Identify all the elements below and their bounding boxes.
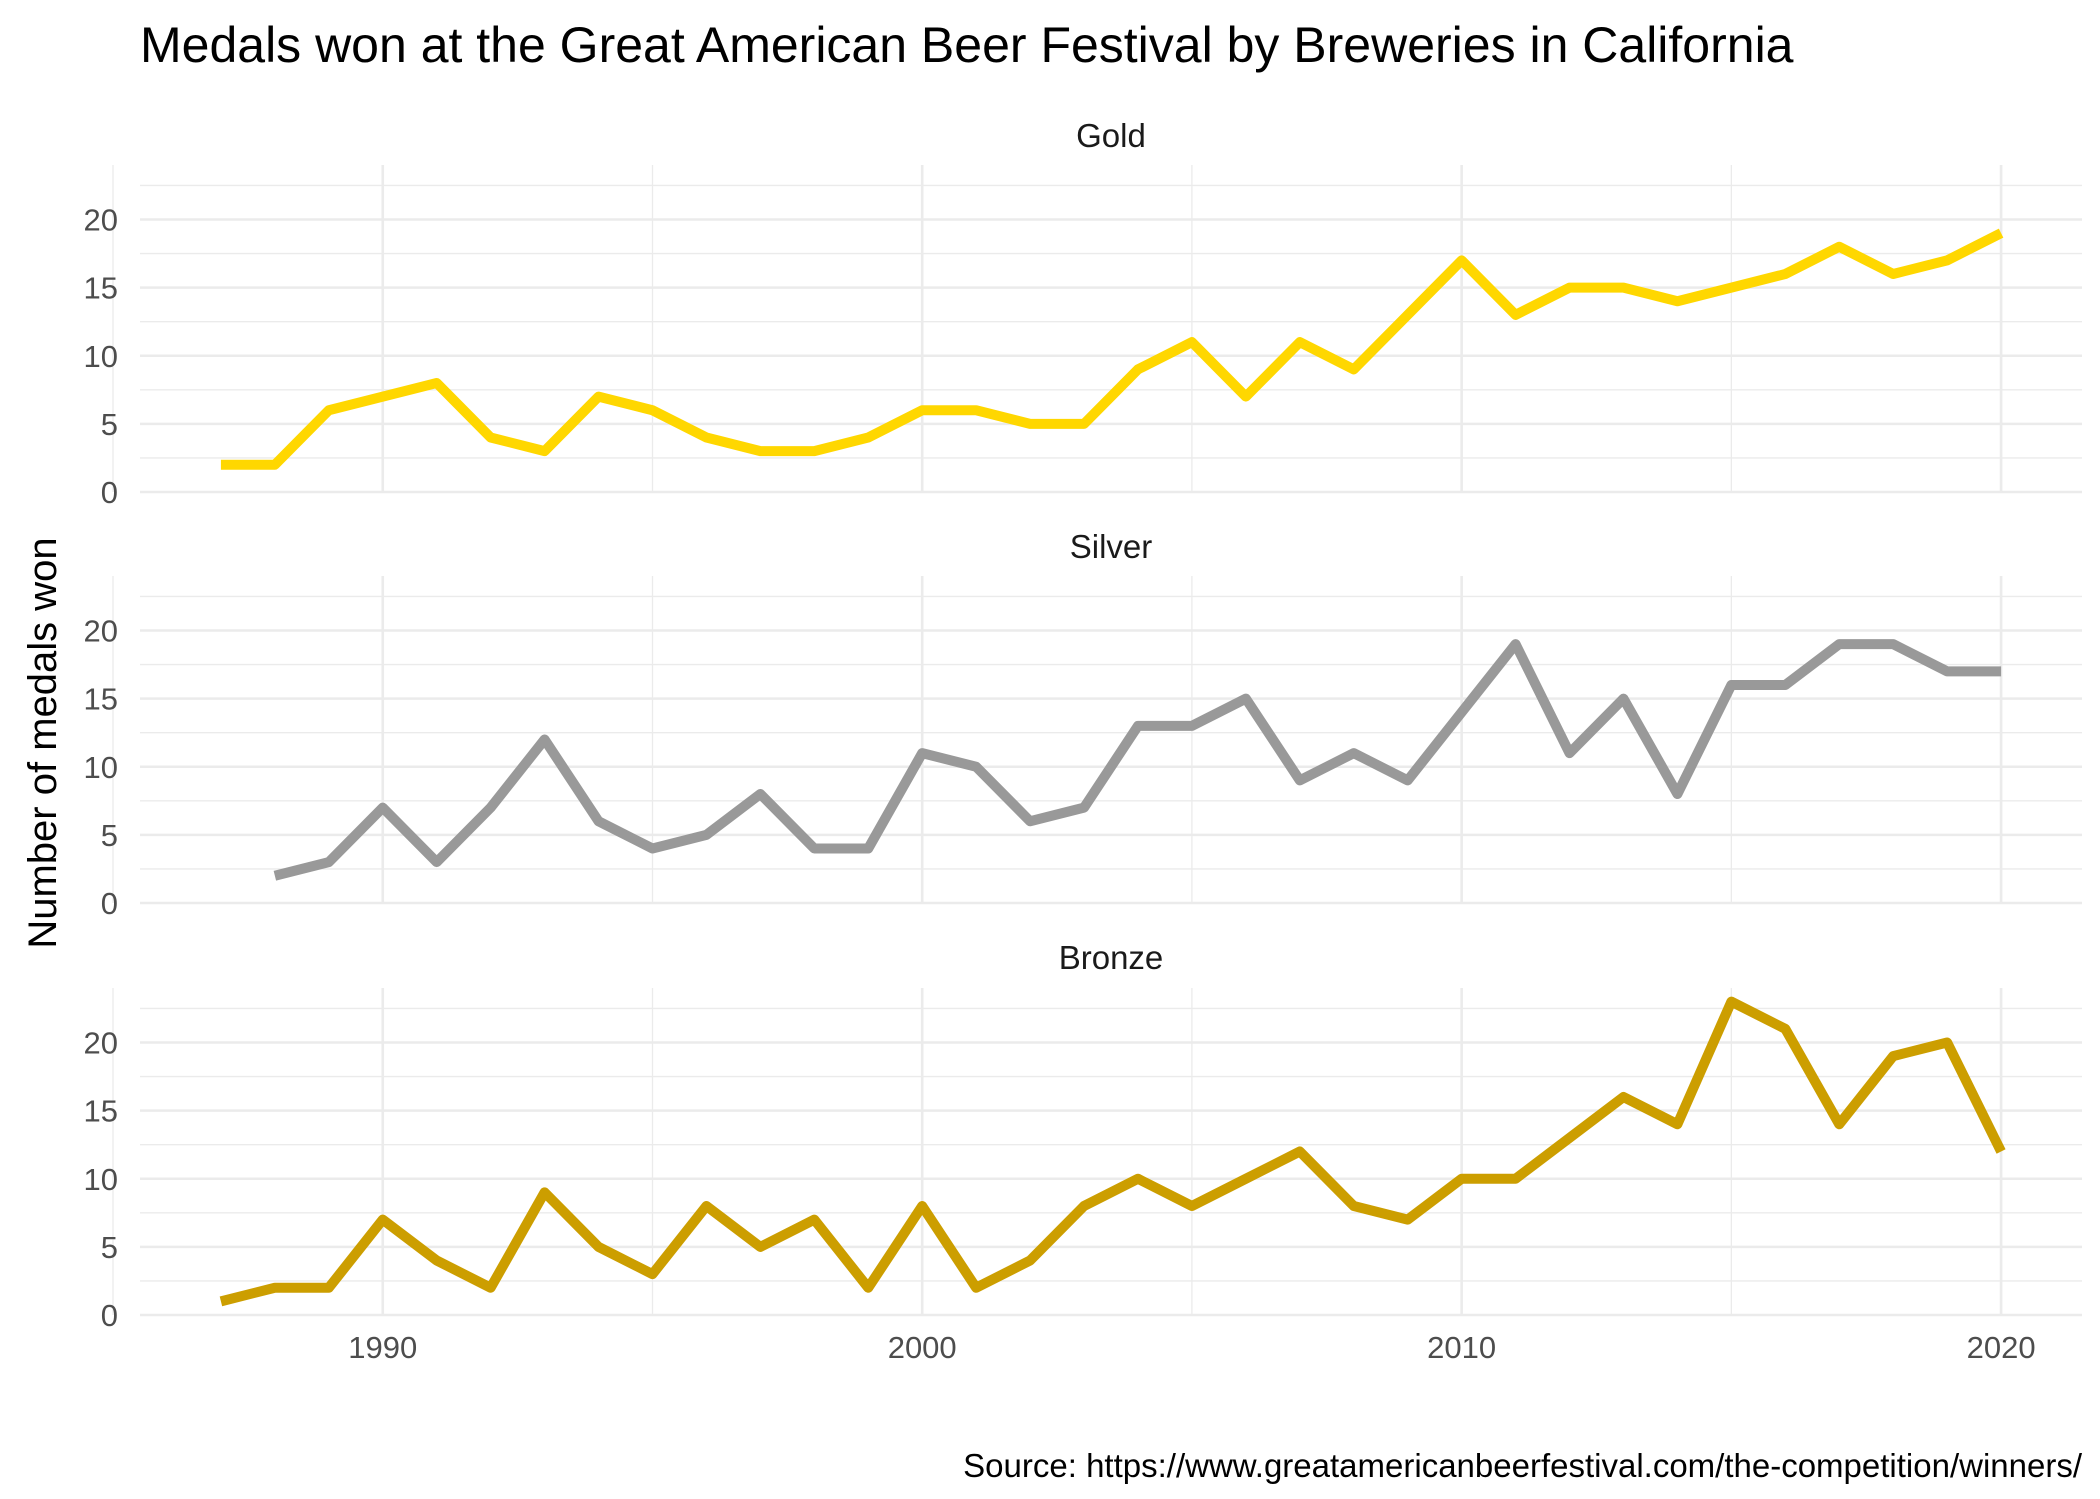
series-line-bronze	[219, 996, 2006, 1307]
series-line-gold	[220, 228, 2004, 470]
x-tick-label: 2010	[1427, 1330, 1496, 1365]
strip-label-bronze: Bronze	[1059, 939, 1164, 976]
x-tick-label: 2000	[888, 1330, 957, 1365]
y-tick-label: 0	[101, 886, 118, 921]
panel-silver: Silver 0 5 10 15 20	[84, 528, 2082, 921]
strip-label-gold: Gold	[1076, 117, 1146, 154]
y-tick-label: 15	[84, 682, 118, 717]
y-tick-label: 5	[101, 1230, 118, 1265]
x-tick-label: 2020	[1967, 1330, 2036, 1365]
panel-gold: Gold 0 5 10 15 20	[84, 117, 2082, 510]
y-tick-label: 20	[84, 614, 118, 649]
y-tick-label: 5	[101, 407, 118, 442]
source-caption: Source: https://www.greatamericanbeerfes…	[963, 1447, 2083, 1484]
y-tick-label: 20	[84, 203, 118, 238]
y-tick-label: 20	[84, 1026, 118, 1061]
y-axis-label: Number of medals won	[21, 537, 65, 948]
x-tick-label: 1990	[348, 1330, 417, 1365]
y-tick-label: 15	[84, 271, 118, 306]
y-tick-label: 0	[101, 1298, 118, 1333]
y-tick-label: 10	[84, 750, 118, 785]
y-tick-label: 10	[84, 1162, 118, 1197]
y-tick-label: 10	[84, 339, 118, 374]
panel-bronze: Bronze 0 5 10 15 20	[84, 939, 2082, 1333]
facet-panels: Gold 0 5 10 15 20 Silver 0 5 10 15 20 Bronze 0 5 10 15 20…	[84, 117, 2082, 1365]
y-tick-label: 15	[84, 1094, 118, 1129]
chart-title: Medals won at the Great American Beer Fe…	[140, 17, 1794, 73]
strip-label-silver: Silver	[1070, 528, 1153, 565]
y-tick-label: 0	[101, 475, 118, 510]
series-line-silver	[273, 639, 2002, 881]
y-tick-label: 5	[101, 818, 118, 853]
